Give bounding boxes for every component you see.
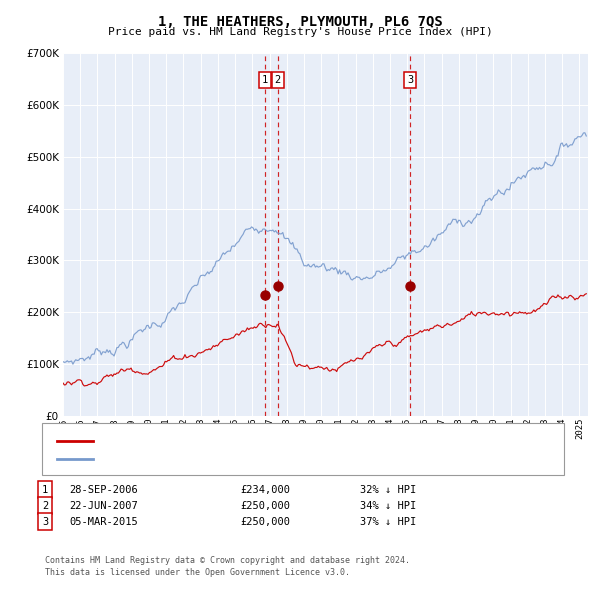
Text: 34% ↓ HPI: 34% ↓ HPI <box>360 501 416 510</box>
Text: Contains HM Land Registry data © Crown copyright and database right 2024.: Contains HM Land Registry data © Crown c… <box>45 556 410 565</box>
Text: Price paid vs. HM Land Registry's House Price Index (HPI): Price paid vs. HM Land Registry's House … <box>107 27 493 37</box>
Text: 28-SEP-2006: 28-SEP-2006 <box>69 485 138 494</box>
Text: £234,000: £234,000 <box>240 485 290 494</box>
Text: 2: 2 <box>42 501 48 510</box>
Text: 37% ↓ HPI: 37% ↓ HPI <box>360 517 416 526</box>
Text: 1, THE HEATHERS, PLYMOUTH, PL6 7QS (detached house): 1, THE HEATHERS, PLYMOUTH, PL6 7QS (deta… <box>98 436 404 445</box>
Text: 1: 1 <box>42 485 48 494</box>
Text: 3: 3 <box>42 517 48 526</box>
Text: HPI: Average price, detached house, South Hams: HPI: Average price, detached house, Sout… <box>98 454 374 464</box>
Text: 1, THE HEATHERS, PLYMOUTH, PL6 7QS: 1, THE HEATHERS, PLYMOUTH, PL6 7QS <box>158 15 442 29</box>
Text: £250,000: £250,000 <box>240 501 290 510</box>
Text: 05-MAR-2015: 05-MAR-2015 <box>69 517 138 526</box>
Text: 32% ↓ HPI: 32% ↓ HPI <box>360 485 416 494</box>
Text: 1: 1 <box>262 75 268 85</box>
Text: 3: 3 <box>407 75 413 85</box>
Text: 22-JUN-2007: 22-JUN-2007 <box>69 501 138 510</box>
Text: This data is licensed under the Open Government Licence v3.0.: This data is licensed under the Open Gov… <box>45 568 350 577</box>
Text: £250,000: £250,000 <box>240 517 290 526</box>
Text: 2: 2 <box>275 75 281 85</box>
